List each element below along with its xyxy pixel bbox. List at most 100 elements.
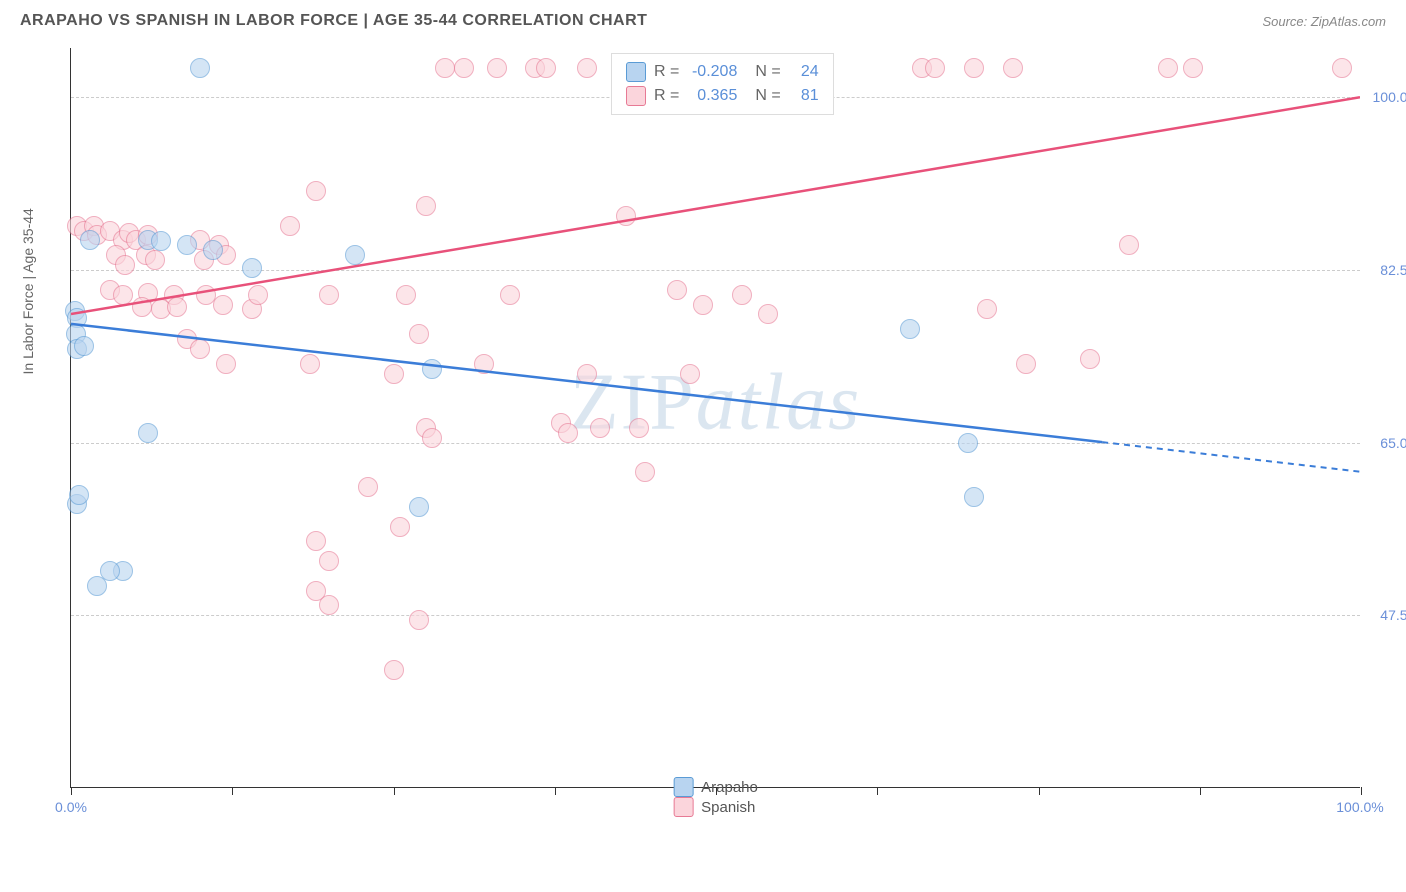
scatter-point-spanish bbox=[416, 196, 436, 216]
trendlines-svg bbox=[71, 48, 1360, 787]
plot-area: ZIPatlas 47.5%65.0%82.5%100.0% R =-0.208… bbox=[70, 48, 1360, 788]
scatter-point-spanish bbox=[977, 299, 997, 319]
r-label: R = bbox=[654, 63, 679, 81]
scatter-point-spanish bbox=[167, 297, 187, 317]
scatter-point-spanish bbox=[422, 428, 442, 448]
scatter-point-spanish bbox=[629, 418, 649, 438]
scatter-point-spanish bbox=[300, 354, 320, 374]
scatter-point-spanish bbox=[558, 423, 578, 443]
scatter-point-spanish bbox=[1119, 235, 1139, 255]
y-tick-label: 100.0% bbox=[1373, 89, 1406, 105]
n-value: 24 bbox=[789, 63, 819, 81]
legend-swatch bbox=[673, 777, 693, 797]
scatter-point-spanish bbox=[115, 255, 135, 275]
series-legend: Arapaho Spanish bbox=[673, 777, 758, 817]
scatter-point-spanish bbox=[925, 58, 945, 78]
y-axis-title: In Labor Force | Age 35-44 bbox=[20, 208, 36, 374]
scatter-point-spanish bbox=[248, 285, 268, 305]
y-tick-label: 65.0% bbox=[1380, 435, 1406, 451]
scatter-point-spanish bbox=[1016, 354, 1036, 374]
scatter-point-arapaho bbox=[964, 487, 984, 507]
x-tick bbox=[394, 787, 395, 795]
x-tick bbox=[1361, 787, 1362, 795]
scatter-point-spanish bbox=[306, 531, 326, 551]
r-label: R = bbox=[654, 87, 679, 105]
scatter-point-spanish bbox=[358, 477, 378, 497]
scatter-point-spanish bbox=[590, 418, 610, 438]
scatter-point-spanish bbox=[577, 364, 597, 384]
scatter-point-spanish bbox=[616, 206, 636, 226]
scatter-point-spanish bbox=[487, 58, 507, 78]
scatter-point-spanish bbox=[693, 295, 713, 315]
x-tick bbox=[877, 787, 878, 795]
scatter-point-spanish bbox=[409, 610, 429, 630]
scatter-point-arapaho bbox=[87, 576, 107, 596]
scatter-point-spanish bbox=[216, 354, 236, 374]
n-label: N = bbox=[755, 87, 780, 105]
correlation-legend: R = -0.208 N = 24 R = 0.365 N = 81 bbox=[611, 53, 834, 115]
scatter-point-spanish bbox=[680, 364, 700, 384]
scatter-point-arapaho bbox=[151, 231, 171, 251]
scatter-point-spanish bbox=[190, 339, 210, 359]
scatter-point-spanish bbox=[384, 364, 404, 384]
scatter-point-spanish bbox=[536, 58, 556, 78]
legend-item: Arapaho bbox=[673, 777, 758, 797]
legend-label: Arapaho bbox=[701, 779, 758, 796]
scatter-point-spanish bbox=[1003, 58, 1023, 78]
scatter-point-spanish bbox=[409, 324, 429, 344]
scatter-point-arapaho bbox=[177, 235, 197, 255]
scatter-point-spanish bbox=[319, 595, 339, 615]
scatter-point-spanish bbox=[384, 660, 404, 680]
legend-swatch bbox=[626, 86, 646, 106]
scatter-point-spanish bbox=[280, 216, 300, 236]
source-label: Source: ZipAtlas.com bbox=[1262, 14, 1386, 29]
y-tick-label: 47.5% bbox=[1380, 607, 1406, 623]
blue-trendline-dash bbox=[1102, 442, 1360, 472]
legend-swatch bbox=[673, 797, 693, 817]
watermark: ZIPatlas bbox=[570, 357, 862, 448]
gridline-h bbox=[71, 615, 1360, 616]
scatter-point-spanish bbox=[635, 462, 655, 482]
scatter-point-spanish bbox=[667, 280, 687, 300]
x-max-label: 100.0% bbox=[1336, 799, 1383, 815]
scatter-point-spanish bbox=[577, 58, 597, 78]
scatter-point-spanish bbox=[213, 295, 233, 315]
r-value: 0.365 bbox=[687, 87, 737, 105]
scatter-point-spanish bbox=[964, 58, 984, 78]
scatter-point-arapaho bbox=[74, 336, 94, 356]
scatter-point-arapaho bbox=[80, 230, 100, 250]
scatter-point-spanish bbox=[319, 551, 339, 571]
scatter-point-arapaho bbox=[345, 245, 365, 265]
scatter-point-spanish bbox=[1158, 58, 1178, 78]
scatter-point-spanish bbox=[319, 285, 339, 305]
gridline-h bbox=[71, 443, 1360, 444]
legend-label: Spanish bbox=[701, 799, 755, 816]
scatter-point-spanish bbox=[732, 285, 752, 305]
x-tick bbox=[232, 787, 233, 795]
scatter-point-arapaho bbox=[190, 58, 210, 78]
chart-container: In Labor Force | Age 35-44 ZIPatlas 47.5… bbox=[50, 48, 1380, 818]
scatter-point-spanish bbox=[454, 58, 474, 78]
scatter-point-arapaho bbox=[69, 485, 89, 505]
x-tick bbox=[71, 787, 72, 795]
n-value: 81 bbox=[789, 87, 819, 105]
scatter-point-arapaho bbox=[138, 423, 158, 443]
scatter-point-spanish bbox=[113, 285, 133, 305]
legend-swatch bbox=[626, 62, 646, 82]
scatter-point-spanish bbox=[396, 285, 416, 305]
scatter-point-arapaho bbox=[409, 497, 429, 517]
r-value: -0.208 bbox=[687, 63, 737, 81]
scatter-point-arapaho bbox=[422, 359, 442, 379]
scatter-point-arapaho bbox=[958, 433, 978, 453]
scatter-point-spanish bbox=[306, 181, 326, 201]
scatter-point-spanish bbox=[500, 285, 520, 305]
scatter-point-spanish bbox=[1183, 58, 1203, 78]
scatter-point-spanish bbox=[132, 297, 152, 317]
x-tick bbox=[1200, 787, 1201, 795]
gridline-h bbox=[71, 270, 1360, 271]
scatter-point-spanish bbox=[390, 517, 410, 537]
scatter-point-spanish bbox=[474, 354, 494, 374]
x-tick bbox=[1039, 787, 1040, 795]
n-label: N = bbox=[755, 63, 780, 81]
scatter-point-arapaho bbox=[900, 319, 920, 339]
